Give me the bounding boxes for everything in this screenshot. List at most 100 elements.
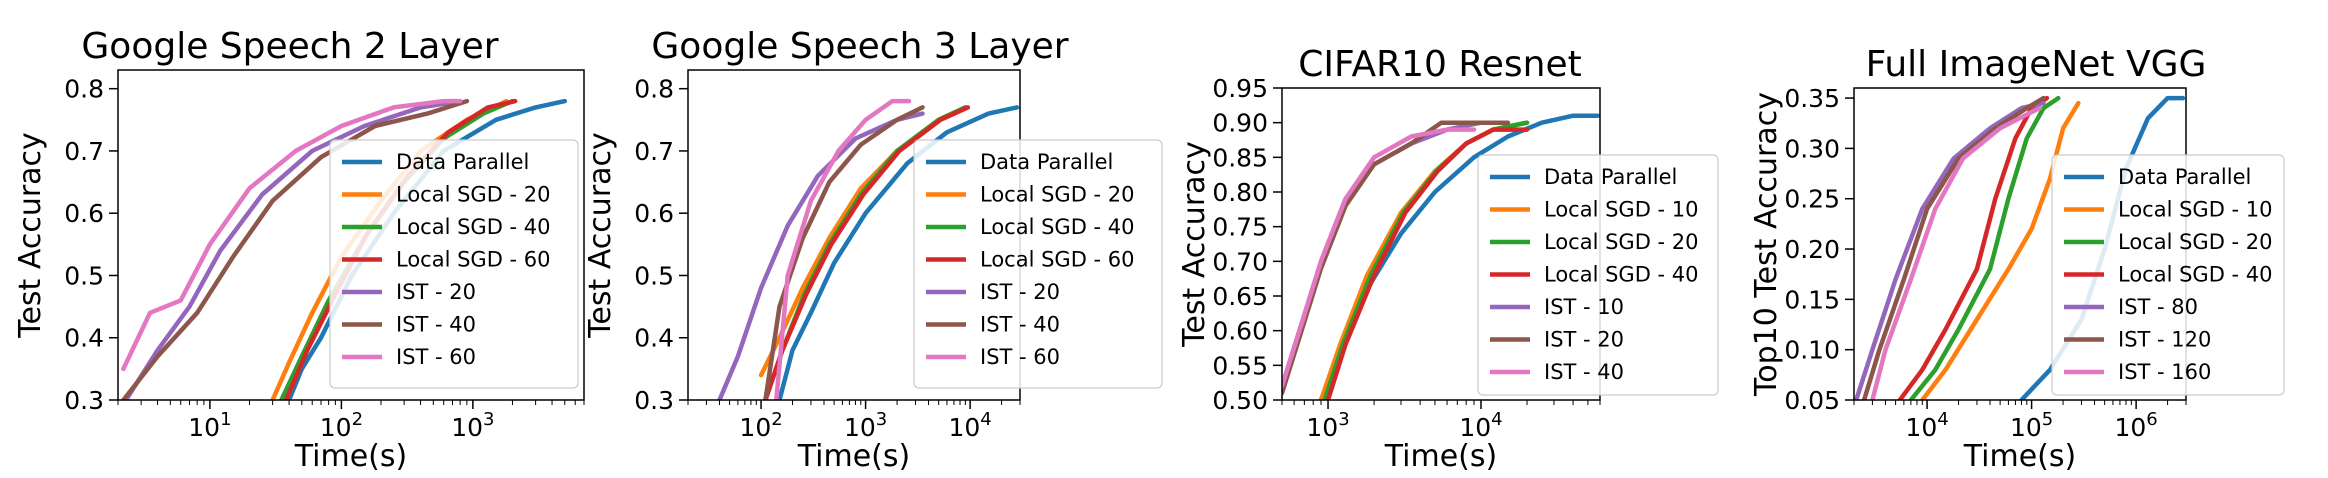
chart-panel-4: 104 105 106 0.05 0.10 0.15 0.20 0.25 0.30 0.35 Ful… — [1749, 44, 2285, 474]
chart-title: Full ImageNet VGG — [1866, 44, 2207, 85]
legend-box — [2051, 154, 2285, 396]
legend-label: IST - 20 — [1544, 328, 1624, 352]
y-tick-label: 0.60 — [1212, 317, 1268, 346]
x-axis-label: Time(s) — [294, 439, 407, 474]
y-tick-label: 0.7 — [634, 137, 674, 166]
x-tick-label: 103 — [1306, 409, 1349, 442]
legend: Data Parallel Local SGD - 10 Local SGD - 2… — [2051, 154, 2285, 396]
x-tick-label: 102 — [739, 409, 782, 442]
series-line-6 — [1861, 95, 2046, 400]
x-axis-label: Time(s) — [1963, 439, 2076, 474]
y-tick-label: 0.3 — [634, 386, 674, 415]
series-line-5 — [1854, 100, 2046, 400]
y-tick-label: 0.6 — [64, 199, 104, 228]
series-line-4 — [1325, 127, 1530, 400]
y-tick-label: 0.5 — [64, 261, 104, 290]
legend-label: Local SGD - 40 — [2118, 263, 2273, 287]
x-tick-label: 104 — [948, 409, 991, 442]
y-tick-label: 0.8 — [64, 75, 104, 104]
chart-panel-1: 101 102 103 0.3 0.4 0.5 0.6 0.7 0.8 Google Speech… — [13, 26, 585, 474]
chart-panel-2: 102 103 104 0.3 0.4 0.5 0.6 0.7 0.8 Google Speech… — [583, 26, 1163, 474]
y-tick-label: 0.75 — [1212, 213, 1268, 242]
y-tick-label: 0.3 — [64, 386, 104, 415]
legend-label: Local SGD - 40 — [1544, 263, 1699, 287]
y-tick-label: 0.80 — [1212, 178, 1268, 207]
x-tick-label: 104 — [1905, 409, 1948, 442]
legend-label: Data Parallel — [1544, 165, 1677, 189]
legend-label: Data Parallel — [2118, 165, 2251, 189]
chart-title: Google Speech 3 Layer — [651, 26, 1068, 67]
x-tick-label: 103 — [451, 409, 494, 442]
legend-label: IST - 80 — [2118, 295, 2198, 319]
x-axis-label: Time(s) — [1384, 439, 1497, 474]
series-line-7 — [1870, 105, 2043, 400]
chart-panel-3: 103 104 0.50 0.55 0.60 0.65 0.70 0.75 0.80 0.85 0.… — [1177, 44, 1719, 474]
y-tick-label: 0.5 — [634, 261, 674, 290]
plot-frame — [117, 69, 585, 401]
chart-title: Google Speech 2 Layer — [81, 26, 498, 67]
x-tick-label: 102 — [320, 409, 363, 442]
x-tick-label: 103 — [844, 409, 887, 442]
y-tick-label: 0.35 — [1784, 84, 1840, 113]
legend-label: Local SGD - 20 — [396, 183, 551, 207]
series-line-6 — [121, 98, 470, 400]
legend-label: Local SGD - 20 — [1544, 230, 1699, 254]
y-axis-label: Test Accuracy — [583, 132, 618, 339]
series-line-7 — [121, 98, 463, 372]
legend-label: IST - 20 — [396, 280, 476, 304]
legend-box — [329, 139, 579, 389]
y-tick-label: 0.7 — [64, 137, 104, 166]
y-tick-label: 0.65 — [1212, 282, 1268, 311]
y-tick-label: 0.6 — [634, 199, 674, 228]
y-tick-label: 0.4 — [634, 324, 674, 353]
series-line-2 — [1920, 100, 2081, 400]
legend: Data Parallel Local SGD - 20 Local SGD - 4… — [913, 139, 1163, 389]
y-tick-label: 0.4 — [64, 324, 104, 353]
legend-label: Local SGD - 60 — [980, 248, 1135, 272]
legend-box — [1477, 154, 1719, 396]
legend-label: Local SGD - 20 — [2118, 230, 2273, 254]
series-line-6 — [1282, 120, 1511, 396]
y-tick-label: 0.8 — [634, 75, 674, 104]
legend-label: IST - 60 — [980, 345, 1060, 369]
legend-label: Local SGD - 60 — [396, 248, 551, 272]
legend-label: IST - 40 — [980, 313, 1060, 337]
legend-label: Data Parallel — [396, 150, 529, 174]
legend-label: IST - 120 — [2118, 328, 2211, 352]
legend-label: Local SGD - 10 — [1544, 198, 1699, 222]
series-line-7 — [1282, 127, 1477, 389]
y-axis-label: Test Accuracy — [13, 132, 48, 339]
y-tick-label: 0.25 — [1784, 185, 1840, 214]
y-tick-label: 0.55 — [1212, 351, 1268, 380]
x-tick-label: 104 — [1459, 409, 1502, 442]
legend-label: IST - 40 — [1544, 360, 1624, 384]
chart-title: CIFAR10 Resnet — [1298, 44, 1581, 85]
y-tick-label: 0.70 — [1212, 247, 1268, 276]
y-tick-label: 0.15 — [1784, 285, 1840, 314]
y-axis-label: Test Accuracy — [1177, 141, 1212, 348]
legend-label: Local SGD - 40 — [396, 215, 551, 239]
series-line-5 — [123, 98, 463, 400]
y-axis-label: Top10 Test Accuracy — [1749, 92, 1784, 397]
x-tick-label: 106 — [2114, 409, 2157, 442]
y-tick-label: 0.05 — [1784, 386, 1840, 415]
legend-label: IST - 10 — [1544, 295, 1624, 319]
series-line-7 — [774, 98, 912, 400]
x-tick-label: 101 — [188, 409, 231, 442]
series-line-3 — [1908, 95, 2061, 400]
series-line-4 — [763, 105, 971, 400]
legend-label: Local SGD - 10 — [2118, 198, 2273, 222]
legend-label: Data Parallel — [980, 150, 1113, 174]
y-tick-label: 0.95 — [1212, 74, 1268, 103]
series-line-6 — [763, 105, 925, 400]
x-axis-label: Time(s) — [797, 439, 910, 474]
series-line-1 — [777, 105, 1020, 400]
legend: Data Parallel Local SGD - 10 Local SGD - 2… — [1477, 154, 1719, 396]
legend-label: Local SGD - 20 — [980, 183, 1135, 207]
y-tick-label: 0.10 — [1784, 336, 1840, 365]
legend-label: IST - 20 — [980, 280, 1060, 304]
legend-label: Local SGD - 40 — [980, 215, 1135, 239]
x-tick-label: 105 — [2010, 409, 2053, 442]
legend: Data Parallel Local SGD - 20 Local SGD - 4… — [329, 139, 579, 389]
